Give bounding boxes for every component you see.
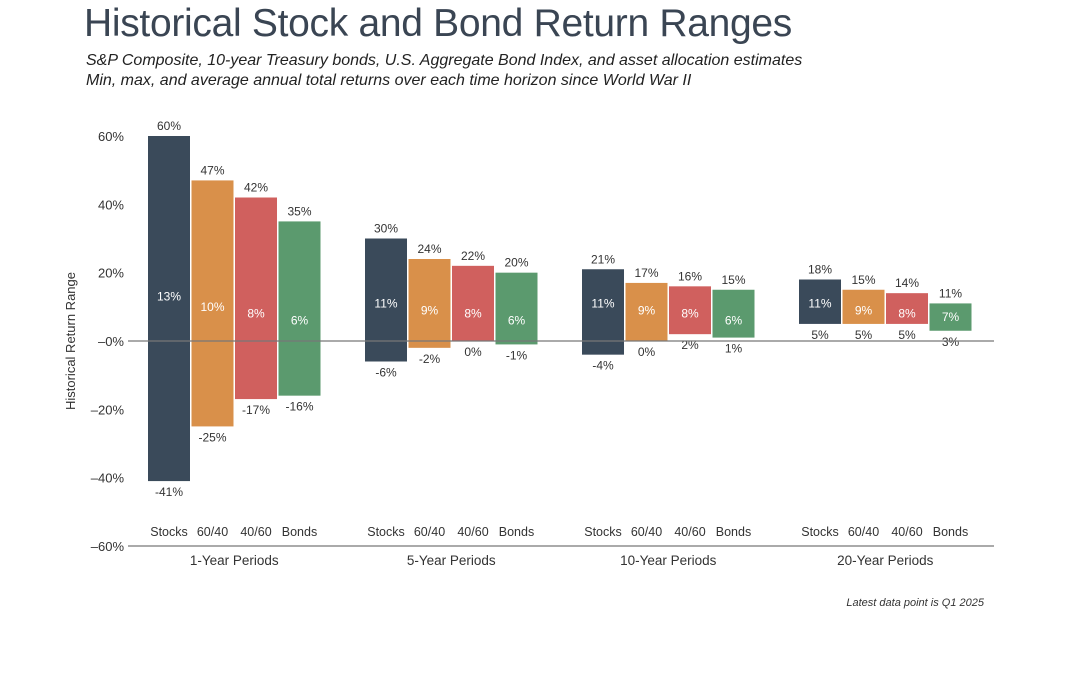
min-value-label: -25% (198, 430, 226, 444)
range-bar (669, 286, 711, 335)
min-value-label: -17% (242, 403, 270, 417)
range-bar (799, 279, 841, 324)
range-bar (408, 259, 451, 348)
avg-value-label: 9% (855, 303, 873, 317)
min-value-label: -41% (155, 485, 183, 499)
range-bar (235, 197, 277, 400)
min-value-label: 1% (725, 342, 743, 356)
min-value-label: -4% (592, 359, 614, 373)
max-value-label: 35% (287, 204, 311, 218)
range-bar (842, 289, 885, 324)
range-bar (625, 282, 668, 341)
x-group-label: 5-Year Periods (407, 553, 496, 568)
y-tick-label: –40% (91, 471, 125, 486)
x-group-label: 20-Year Periods (837, 553, 934, 568)
min-value-label: -6% (375, 366, 397, 380)
avg-value-label: 8% (898, 307, 916, 321)
avg-value-label: 9% (638, 303, 656, 317)
avg-value-label: 10% (200, 300, 224, 314)
max-value-label: 16% (678, 269, 702, 283)
range-bar (191, 180, 234, 427)
x-category-label: 60/40 (631, 525, 662, 539)
min-value-label: 0% (638, 345, 656, 359)
x-category-label: Bonds (933, 525, 968, 539)
range-bar (582, 269, 624, 355)
footnote: Latest data point is Q1 2025 (846, 597, 984, 609)
y-tick-label: –0% (98, 334, 124, 349)
x-group-label: 10-Year Periods (620, 553, 717, 568)
avg-value-label: 11% (374, 296, 397, 310)
avg-value-label: 9% (421, 303, 439, 317)
y-tick-label: –60% (91, 539, 125, 554)
min-value-label: -1% (506, 348, 528, 362)
range-bar (148, 136, 190, 482)
avg-value-label: 8% (464, 307, 482, 321)
x-category-label: Stocks (584, 525, 622, 539)
max-value-label: 15% (721, 273, 745, 287)
x-category-label: Bonds (282, 525, 317, 539)
avg-value-label: 6% (725, 314, 743, 328)
min-value-label: 0% (464, 345, 482, 359)
x-category-label: 40/60 (457, 525, 488, 539)
min-value-label: -16% (285, 400, 313, 414)
avg-value-label: 11% (808, 296, 831, 310)
x-category-label: 60/40 (197, 525, 228, 539)
avg-value-label: 7% (942, 310, 960, 324)
y-tick-label: –20% (91, 402, 125, 417)
max-value-label: 24% (417, 242, 441, 256)
x-category-label: Stocks (150, 525, 188, 539)
max-value-label: 15% (851, 273, 875, 287)
chart-title: Historical Stock and Bond Return Ranges (84, 2, 793, 45)
range-bar (929, 303, 972, 331)
range-bar (495, 272, 538, 345)
min-value-label: 2% (681, 338, 699, 352)
range-bar (278, 221, 321, 396)
min-value-label: 5% (811, 328, 829, 342)
range-bar (712, 289, 755, 338)
y-tick-label: 60% (98, 129, 124, 144)
x-category-label: 40/60 (891, 525, 922, 539)
x-category-label: Bonds (716, 525, 751, 539)
min-value-label: 5% (898, 328, 916, 342)
avg-value-label: 8% (247, 307, 265, 321)
y-axis-title: Historical Return Range (63, 272, 78, 410)
max-value-label: 21% (591, 252, 615, 266)
x-category-label: Stocks (801, 525, 839, 539)
max-value-label: 17% (634, 266, 658, 280)
y-tick-label: 40% (98, 197, 124, 212)
max-value-label: 14% (895, 276, 919, 290)
avg-value-label: 13% (157, 290, 181, 304)
x-category-label: Stocks (367, 525, 405, 539)
y-tick-label: 20% (98, 266, 124, 281)
min-value-label: 5% (855, 328, 873, 342)
max-value-label: 42% (244, 181, 268, 195)
avg-value-label: 6% (508, 314, 526, 328)
avg-value-label: 6% (291, 314, 309, 328)
max-value-label: 20% (504, 256, 528, 270)
max-value-label: 22% (461, 249, 485, 263)
x-category-label: Bonds (499, 525, 534, 539)
x-category-label: 40/60 (240, 525, 271, 539)
min-value-label: -2% (419, 352, 441, 366)
max-value-label: 18% (808, 263, 832, 277)
x-group-label: 1-Year Periods (190, 553, 279, 568)
range-bar (886, 293, 928, 324)
range-bar (452, 265, 494, 341)
max-value-label: 47% (200, 163, 224, 177)
max-value-label: 60% (157, 119, 181, 133)
avg-value-label: 11% (591, 296, 614, 310)
x-category-label: 40/60 (674, 525, 705, 539)
x-category-label: 60/40 (848, 525, 879, 539)
x-category-label: 60/40 (414, 525, 445, 539)
chart-subtitle-line-2: Min, max, and average annual total retur… (86, 72, 692, 89)
chart-subtitle-line-1: S&P Composite, 10-year Treasury bonds, U… (86, 52, 803, 69)
min-value-label: 3% (942, 335, 960, 349)
max-value-label: 30% (374, 222, 398, 236)
avg-value-label: 8% (681, 307, 699, 321)
max-value-label: 11% (939, 286, 962, 300)
